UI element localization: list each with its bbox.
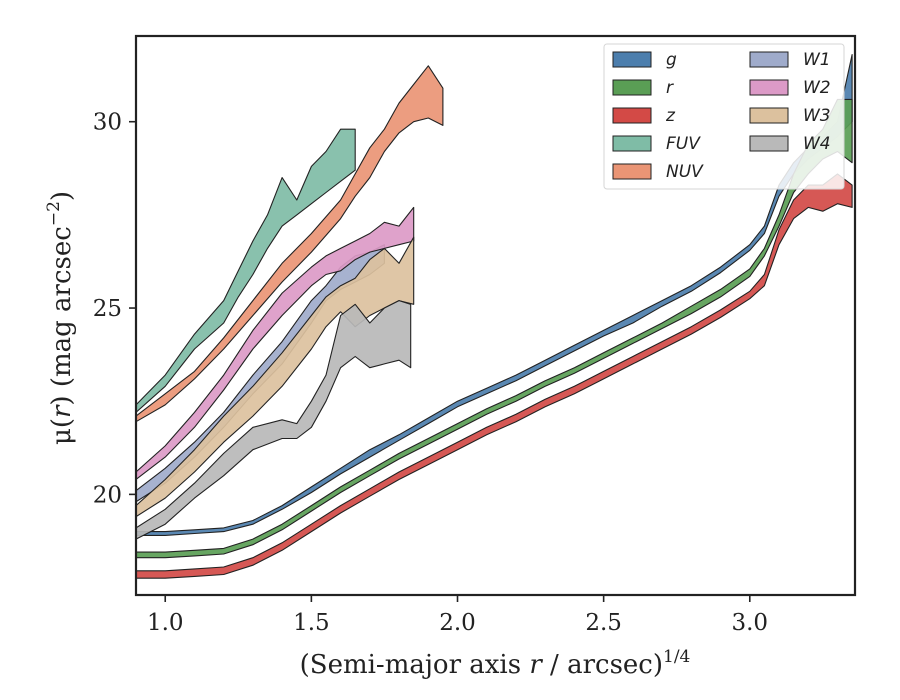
x-tick-label: 2.5 xyxy=(585,610,622,636)
band-z xyxy=(136,173,853,579)
legend-swatch-w1 xyxy=(749,51,789,68)
y-axis-label: μ(r) (mag arcsec−2) xyxy=(44,191,77,445)
band-w2 xyxy=(136,206,415,481)
legend-label-z: z xyxy=(665,106,676,126)
x-axis: 1.0 1.5 2.0 2.5 3.0 xyxy=(147,595,768,636)
legend: grz FUV NUV W1 W2 W3 W4 xyxy=(603,43,845,190)
legend-label-nuv: NUV xyxy=(666,162,704,182)
x-axis-label: (Semi-major axis r / arcsec)1/4 xyxy=(300,647,691,680)
band-r xyxy=(136,98,853,559)
legend-label-fuv: FUV xyxy=(666,134,701,154)
legend-label-w3: W3 xyxy=(803,106,831,126)
legend-label-w1: W1 xyxy=(803,50,831,70)
legend-swatch-z xyxy=(612,107,652,124)
legend-label-g: g xyxy=(666,50,677,70)
y-tick-label: 30 xyxy=(93,110,122,136)
y-tick-label: 25 xyxy=(93,296,122,322)
data-bands xyxy=(136,54,853,579)
legend-swatch-r xyxy=(612,79,652,96)
band-w3 xyxy=(136,236,415,518)
band-w4 xyxy=(136,300,412,540)
band-g xyxy=(136,54,853,536)
y-tick-label: 20 xyxy=(93,482,122,508)
legend-label-w4: W4 xyxy=(803,134,831,154)
x-tick-label: 1.0 xyxy=(147,610,184,636)
x-tick-label: 3.0 xyxy=(731,610,768,636)
band-fuv xyxy=(136,128,356,413)
legend-swatch-g xyxy=(612,51,652,68)
legend-swatch-w2 xyxy=(749,79,789,96)
band-nuv xyxy=(136,65,444,423)
y-axis: 20 25 30 xyxy=(93,110,136,508)
x-tick-label: 1.5 xyxy=(293,610,330,636)
legend-label-w2: W2 xyxy=(803,78,831,98)
legend-swatch-nuv xyxy=(612,163,652,180)
x-tick-label: 2.0 xyxy=(439,610,476,636)
legend-swatch-w4 xyxy=(749,135,789,152)
legend-swatch-fuv xyxy=(612,135,652,152)
plot-frame xyxy=(134,34,857,597)
legend-label-r: r xyxy=(666,78,674,98)
legend-swatch-w3 xyxy=(749,107,789,124)
